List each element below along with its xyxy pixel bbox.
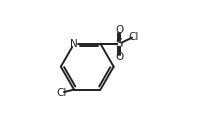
Text: Cl: Cl (129, 32, 139, 42)
Text: N: N (70, 39, 78, 49)
Text: O: O (115, 25, 123, 35)
Text: S: S (116, 37, 123, 50)
Text: Cl: Cl (57, 88, 67, 98)
Text: O: O (115, 53, 123, 62)
